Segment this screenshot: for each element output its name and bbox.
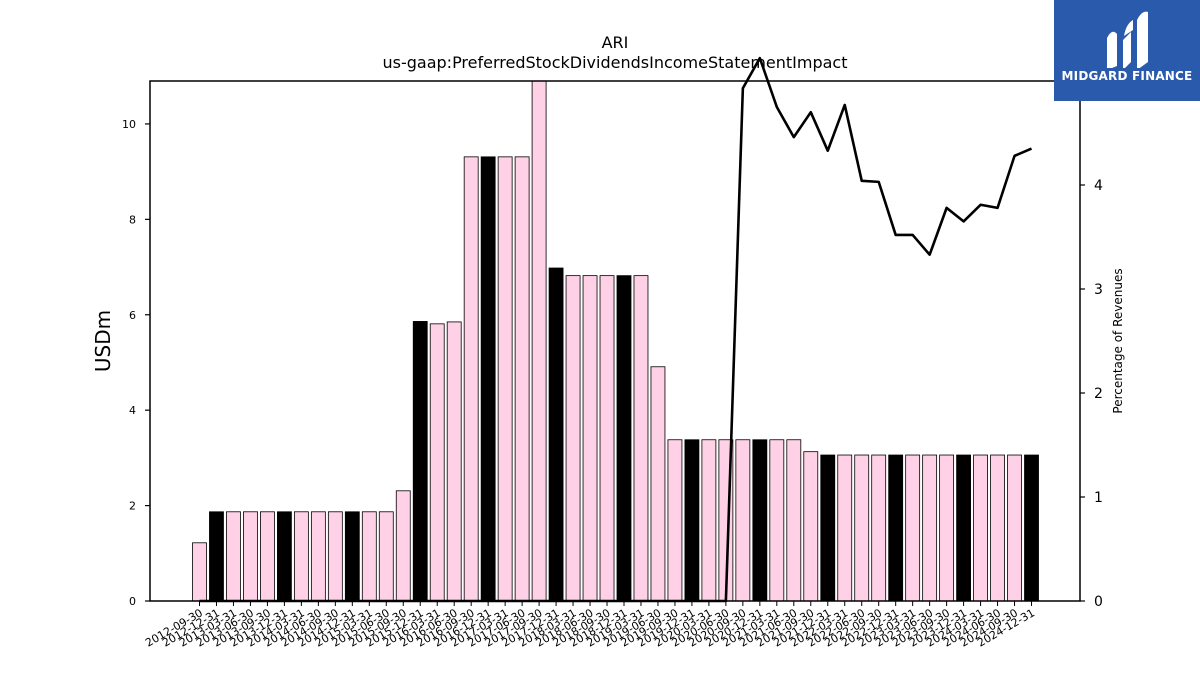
bar-2016-12-31 bbox=[480, 156, 496, 602]
bar-2024-06-30 bbox=[990, 454, 1005, 602]
chart-title: ARI bbox=[602, 33, 629, 52]
bar-2015-09-30 bbox=[395, 490, 411, 602]
y2-tick-label: 2 bbox=[1094, 386, 1103, 402]
bar-2024-03-31 bbox=[973, 454, 988, 602]
logo-text: MIDGARD FINANCE bbox=[1061, 69, 1193, 83]
bar-2016-09-30 bbox=[463, 156, 479, 602]
y-tick-label: 2 bbox=[129, 500, 136, 513]
bar-2022-09-30 bbox=[871, 454, 887, 602]
y2-axis-label: Percentage of Revenues bbox=[1111, 268, 1125, 413]
y-tick-label: 0 bbox=[129, 595, 136, 608]
bar-2012-09-30 bbox=[192, 542, 207, 602]
bar-2022-12-31 bbox=[888, 454, 904, 602]
bar-2019-06-30 bbox=[650, 366, 666, 602]
y2-tick-label: 0 bbox=[1094, 594, 1103, 610]
chart-subtitle: us-gaap:PreferredStockDividendsIncomeSta… bbox=[383, 53, 848, 72]
bar-2017-12-31 bbox=[548, 267, 564, 602]
y-tick-label: 6 bbox=[129, 309, 136, 322]
midgard-logo-icon bbox=[1107, 11, 1148, 68]
bar-2013-03-31 bbox=[226, 511, 241, 602]
bar-2020-03-31 bbox=[701, 439, 717, 602]
bar-2016-03-31 bbox=[429, 323, 445, 602]
bar-2018-06-30 bbox=[582, 275, 598, 602]
midgard-finance-logo: MIDGARD FINANCE bbox=[1054, 0, 1200, 101]
bar-2019-09-30 bbox=[667, 439, 683, 602]
y-tick-label: 4 bbox=[129, 404, 136, 417]
bar-2021-03-31 bbox=[769, 439, 785, 602]
bar-2013-06-30 bbox=[243, 511, 258, 602]
bar-2015-03-31 bbox=[361, 511, 377, 602]
bar-2019-03-31 bbox=[633, 275, 649, 602]
bar-2021-09-30 bbox=[803, 451, 819, 602]
bar-2022-06-30 bbox=[854, 454, 870, 602]
bar-2017-03-31 bbox=[497, 156, 513, 602]
y-axis-label: USDm bbox=[91, 310, 115, 372]
y-tick-label: 8 bbox=[129, 213, 136, 226]
bar-2021-06-30 bbox=[786, 439, 802, 602]
y2-tick-label: 1 bbox=[1094, 490, 1103, 506]
bar-2017-06-30 bbox=[514, 156, 530, 602]
bar-2018-03-31 bbox=[565, 275, 581, 602]
bar-2014-03-31 bbox=[293, 511, 309, 602]
bar-2013-12-31 bbox=[276, 511, 292, 602]
bar-2013-09-30 bbox=[260, 511, 275, 602]
bar-2018-12-31 bbox=[616, 275, 632, 602]
bar-group bbox=[192, 80, 1039, 602]
bar-2021-12-31 bbox=[820, 454, 836, 602]
bar-2020-12-31 bbox=[752, 439, 768, 602]
bar-2024-12-31 bbox=[1024, 454, 1039, 602]
bar-2018-09-30 bbox=[599, 275, 615, 602]
bar-2016-06-30 bbox=[446, 321, 462, 602]
bar-2023-09-30 bbox=[939, 454, 955, 602]
bar-2022-03-31 bbox=[837, 454, 853, 602]
bar-2015-12-31 bbox=[412, 321, 428, 602]
y2-tick-label: 3 bbox=[1094, 282, 1103, 298]
y2-tick-label: 4 bbox=[1094, 178, 1103, 194]
bar-2014-06-30 bbox=[310, 511, 326, 602]
bar-2014-09-30 bbox=[327, 511, 343, 602]
bar-2023-06-30 bbox=[922, 454, 938, 602]
bar-2020-09-30 bbox=[735, 439, 751, 602]
bar-2017-09-30 bbox=[531, 80, 547, 602]
bar-2015-06-30 bbox=[378, 511, 394, 602]
bar-2024-09-30 bbox=[1007, 454, 1022, 602]
bar-2023-12-31 bbox=[956, 454, 971, 602]
left-axis: 0 2 4 6 8 10 bbox=[122, 118, 150, 608]
plot-frame bbox=[149, 80, 1081, 602]
bar-2012-12-31 bbox=[209, 511, 224, 602]
right-axis: 012345 bbox=[1080, 74, 1103, 610]
bar-2014-12-31 bbox=[344, 511, 360, 602]
bar-2023-03-31 bbox=[905, 454, 921, 602]
x-axis: 2012-09-302012-12-312013-03-312013-06-30… bbox=[143, 601, 1037, 650]
bar-2019-12-31 bbox=[684, 439, 700, 602]
y-tick-label: 10 bbox=[122, 118, 136, 131]
